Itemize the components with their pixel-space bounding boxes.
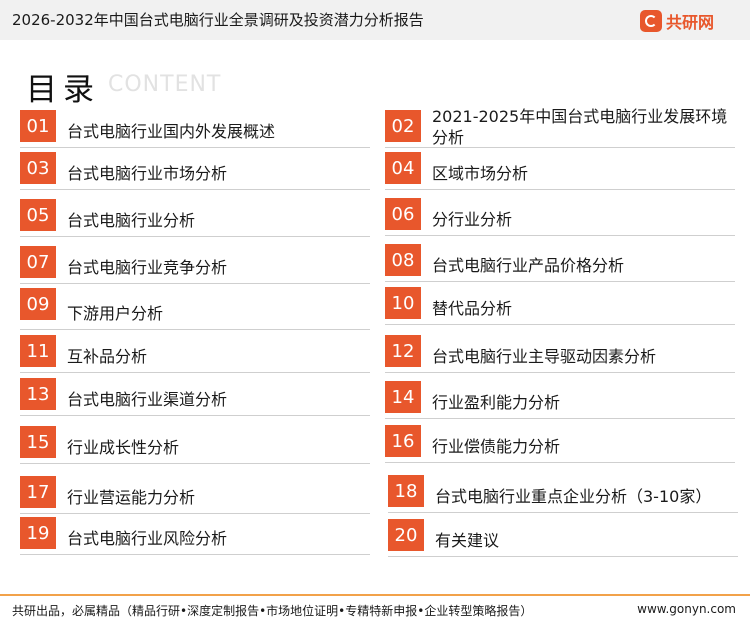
footer-divider [0,594,750,596]
toc-item-number: 09 [20,288,56,320]
footer-slogan: 共研出品，必属精品（精品行研•深度定制报告•市场地位证明•专精特新申报•企业转型… [12,604,533,618]
toc-item[interactable]: 18 台式电脑行业重点企业分析（3-10家） [388,475,738,513]
toc-item[interactable]: 13 台式电脑行业渠道分析 [20,378,370,416]
toc-item-number: 05 [20,199,56,231]
logo-text: 共研网 [666,13,715,32]
toc-item-label: 台式电脑行业渠道分析 [67,390,228,409]
toc-heading: 目录 [26,72,100,108]
toc-item-number: 15 [20,426,56,458]
toc-item-label: 行业偿债能力分析 [432,437,561,456]
toc-item[interactable]: 06 分行业分析 [385,198,735,236]
report-title: 2026-2032年中国台式电脑行业全景调研及投资潜力分析报告 [12,11,424,29]
toc-item-label: 台式电脑行业国内外发展概述 [67,122,276,141]
toc-item-label: 台式电脑行业风险分析 [67,529,228,548]
toc-item-label: 下游用户分析 [67,304,164,323]
gonyn-logo-icon [640,10,662,32]
toc-item[interactable]: 04 区域市场分析 [385,152,735,190]
toc-item[interactable]: 11 互补品分析 [20,335,370,373]
toc-item-label: 台式电脑行业重点企业分析（3-10家） [435,487,712,506]
toc-item-number: 16 [385,425,421,457]
toc-item-number: 08 [385,244,421,276]
toc-item-number: 19 [20,517,56,549]
toc-item[interactable]: 07 台式电脑行业竞争分析 [20,246,370,284]
toc-item-number: 11 [20,335,56,367]
toc-item-label: 替代品分析 [432,299,513,318]
toc-item-number: 13 [20,378,56,410]
toc-item-number: 14 [385,381,421,413]
toc-item[interactable]: 02 2021-2025年中国台式电脑行业发展环境分析 [385,106,735,148]
toc-item-label: 行业营运能力分析 [67,488,196,507]
toc-item-label: 台式电脑行业分析 [67,211,196,230]
toc-item-label: 行业成长性分析 [67,438,180,457]
toc-item-label: 区域市场分析 [432,164,529,183]
toc-item-label: 台式电脑行业竞争分析 [67,258,228,277]
toc-item[interactable]: 12 台式电脑行业主导驱动因素分析 [385,335,735,373]
toc-item-number: 12 [385,335,421,367]
toc-item-number: 20 [388,519,424,551]
toc-item-label: 台式电脑行业产品价格分析 [432,256,625,275]
toc-item-label: 2021-2025年中国台式电脑行业发展环境分析 [432,107,728,147]
toc-item[interactable]: 19 台式电脑行业风险分析 [20,517,370,555]
toc-item-number: 01 [20,110,56,142]
toc-item[interactable]: 09 下游用户分析 [20,288,370,330]
toc-item-number: 10 [385,287,421,319]
toc-item[interactable]: 05 台式电脑行业分析 [20,199,370,237]
toc-item-number: 17 [20,476,56,508]
toc-item-label: 台式电脑行业市场分析 [67,164,228,183]
footer-website[interactable]: www.gonyn.com [637,602,736,616]
toc-item[interactable]: 08 台式电脑行业产品价格分析 [385,244,735,282]
toc-item[interactable]: 16 行业偿债能力分析 [385,425,735,463]
toc-item[interactable]: 17 行业营运能力分析 [20,476,370,514]
toc-heading-en: CONTENT [108,72,222,97]
toc-item-number: 18 [388,475,424,507]
brand-logo: 共研网 [640,8,714,34]
toc-item-number: 06 [385,198,421,230]
toc-item[interactable]: 03 台式电脑行业市场分析 [20,152,370,190]
toc-item[interactable]: 10 替代品分析 [385,287,735,325]
toc-item-label: 台式电脑行业主导驱动因素分析 [432,347,657,366]
toc-item-number: 02 [385,110,421,142]
toc-item-number: 03 [20,152,56,184]
toc-item-label: 互补品分析 [67,347,148,366]
toc-item[interactable]: 20 有关建议 [388,519,738,557]
toc-item[interactable]: 01 台式电脑行业国内外发展概述 [20,110,370,148]
toc-item-number: 04 [385,152,421,184]
top-banner [0,0,750,40]
toc-item-label: 有关建议 [435,531,500,550]
toc-item-label: 分行业分析 [432,210,513,229]
toc-item-number: 07 [20,246,56,278]
toc-item[interactable]: 15 行业成长性分析 [20,426,370,464]
toc-item[interactable]: 14 行业盈利能力分析 [385,381,735,419]
toc-item-label: 行业盈利能力分析 [432,393,561,412]
